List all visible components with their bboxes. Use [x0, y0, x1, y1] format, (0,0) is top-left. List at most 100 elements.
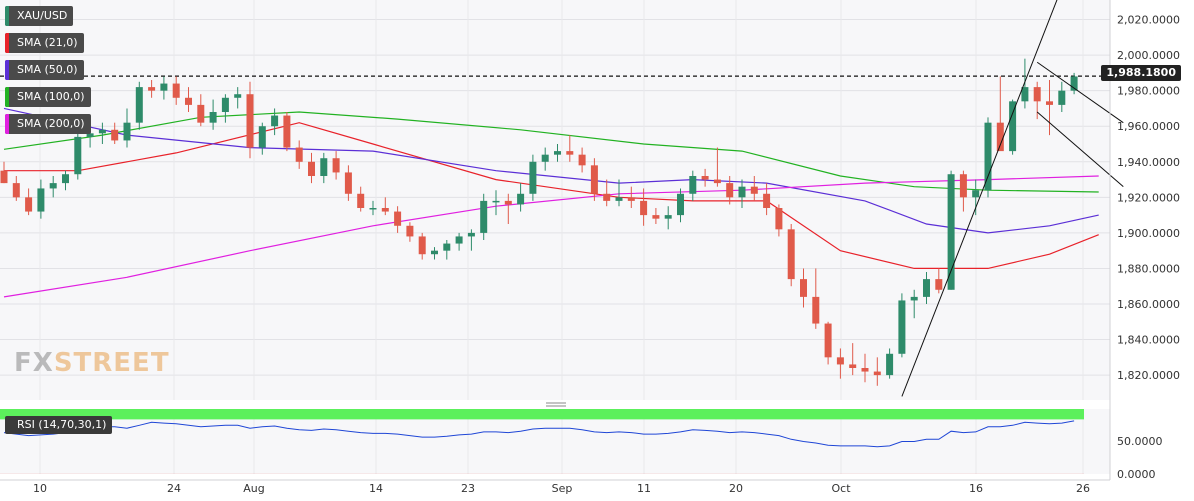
candle [160, 76, 168, 100]
candle [25, 188, 33, 216]
candle [664, 206, 672, 230]
candle [775, 204, 783, 237]
y-axis-ticks: 2,020.0000 2,000.0000 1,980.0000 1,960.0000… [0, 14, 1180, 382]
rsi-line [3, 420, 1075, 448]
trendlines [901, 0, 1124, 397]
candle [923, 272, 930, 304]
candle [812, 268, 820, 329]
candle [357, 186, 365, 212]
candle-body [554, 151, 561, 155]
candle-body [763, 193, 771, 208]
current-price-badge: 1,988.1800 [1101, 65, 1181, 81]
rsi-label-text: RSI (14,70,30,1) [17, 418, 107, 431]
sma100-label[interactable]: SMA (100,0) [5, 87, 91, 107]
candle [320, 152, 328, 184]
sma200-label[interactable]: SMA (200,0) [5, 114, 91, 134]
fxstreet-logo: FXSTREET [14, 348, 170, 378]
candle [529, 154, 537, 201]
sma50-label[interactable]: SMA (50,0) [5, 60, 84, 80]
rsi-label[interactable]: RSI (14,70,30,1) [5, 416, 113, 434]
sma-line [3, 175, 1099, 298]
candle [873, 357, 881, 386]
sma50-swatch [5, 60, 9, 80]
candle [185, 87, 192, 112]
candle-body [394, 211, 402, 226]
candle-body [1033, 87, 1041, 102]
y-tick-label: 1,900.0000 [1117, 227, 1180, 240]
candle [517, 183, 525, 212]
candle-body [947, 174, 955, 290]
candle [627, 186, 635, 208]
candle-body [800, 279, 807, 297]
candle-body [443, 243, 451, 251]
candle-body [258, 126, 266, 148]
candle-body [1046, 101, 1053, 105]
candle [271, 108, 279, 136]
candle [836, 348, 844, 379]
candle-body [664, 215, 672, 219]
candle [824, 321, 832, 365]
x-tick-label: 23 [461, 482, 475, 495]
y-tick-label: 1,880.0000 [1117, 262, 1180, 275]
x-tick-label: 16 [969, 482, 983, 495]
candle [1046, 80, 1053, 136]
candle-body [627, 197, 635, 201]
sma100-text: SMA (100,0) [17, 90, 85, 103]
candle [615, 179, 623, 207]
sma21-label[interactable]: SMA (21,0) [5, 33, 84, 53]
candle-body [504, 200, 512, 205]
x-tick-label: 24 [167, 482, 181, 495]
sma200-text: SMA (200,0) [17, 117, 85, 130]
x-tick-label: 14 [369, 482, 383, 495]
candle-body [455, 236, 463, 244]
candle-body [578, 154, 586, 166]
candle [1033, 81, 1041, 120]
candle-body [861, 368, 869, 372]
candle [135, 81, 143, 130]
candle [406, 222, 414, 242]
candle [726, 176, 734, 205]
candle-body [849, 364, 857, 368]
symbol-label: XAU/USD [5, 6, 74, 26]
candle [959, 170, 967, 212]
candle-body [406, 225, 414, 237]
candle-body [369, 208, 377, 210]
rsi-plot-bg [0, 409, 1110, 474]
candle-body [824, 323, 832, 358]
candle-body [74, 136, 82, 175]
candle [74, 129, 82, 180]
logo-fx: FX [14, 348, 54, 378]
candle-body [886, 353, 894, 376]
candle [455, 232, 463, 251]
candle-body [529, 161, 537, 194]
sma21-swatch [5, 33, 9, 53]
candle [800, 268, 807, 308]
candle [111, 122, 119, 144]
candle [209, 99, 217, 130]
candle [590, 158, 598, 201]
candle [37, 179, 45, 219]
candle [443, 240, 451, 260]
sma100-swatch [5, 87, 9, 107]
candle [910, 289, 918, 319]
candle-body [111, 129, 119, 141]
candle-body [959, 174, 967, 198]
candle-body [86, 133, 94, 137]
candle [1021, 58, 1029, 109]
candle-body [836, 357, 844, 365]
candle [554, 144, 561, 162]
candle-body [357, 193, 365, 208]
candle [578, 147, 586, 173]
candle-body [12, 183, 20, 198]
candle [148, 80, 156, 98]
candle [1070, 72, 1078, 95]
candle [467, 229, 475, 251]
candle-body [1021, 87, 1029, 102]
candle [431, 247, 438, 260]
candle [750, 176, 758, 201]
y-tick-label: 1,820.0000 [1117, 369, 1180, 382]
y-tick-label: 1,960.0000 [1117, 120, 1180, 133]
x-tick-label: 11 [637, 482, 651, 495]
candle [221, 94, 229, 123]
